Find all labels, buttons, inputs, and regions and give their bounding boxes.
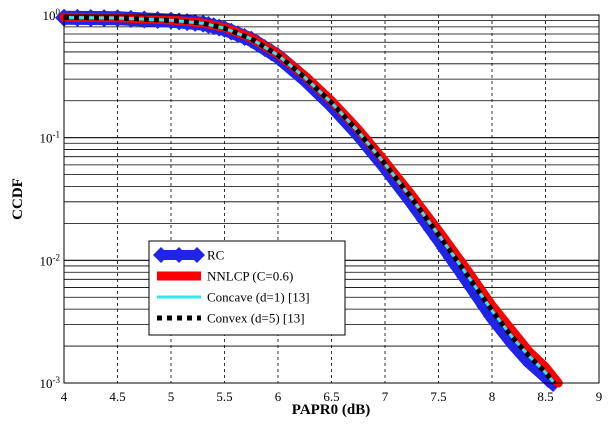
x-tick-label: 5.5 <box>216 389 232 404</box>
legend-marker <box>189 247 205 263</box>
y-tick-labels: 100 10-1 10-2 10-3 <box>40 7 61 391</box>
y-tick-label: 100 <box>43 7 61 23</box>
x-tick-labels: 4 4.5 5 5.5 6 6.5 7 7.5 8 8.5 9 <box>61 389 603 404</box>
series-convex-d-5-13 <box>63 15 557 385</box>
legend-label: Convex (d=5) [13] <box>207 311 305 326</box>
x-tick-label: 9 <box>596 389 603 404</box>
x-tick-label: 4 <box>61 389 68 404</box>
y-axis-label: CCDF <box>10 178 26 220</box>
series-layer <box>55 8 563 392</box>
legend-marker <box>153 247 169 263</box>
legend: RC NNLCP (C=0.6) Concave (d=1) [13] Convex … <box>148 240 346 336</box>
y-tick-label: 10-1 <box>40 130 61 146</box>
legend-label: Concave (d=1) [13] <box>207 290 310 305</box>
legend-item-concave-d-1-13: Concave (d=1) [13] <box>157 290 310 305</box>
x-axis-label: PAPR0 (dB) <box>292 402 370 418</box>
y-tick-label: 10-3 <box>40 375 61 391</box>
legend-marker <box>171 247 187 263</box>
legend-item-convex-d-5-13: Convex (d=5) [13] <box>157 311 305 326</box>
x-tick-label: 8 <box>489 389 496 404</box>
series-line <box>63 15 557 385</box>
x-tick-label: 8.5 <box>537 389 553 404</box>
plot-frame <box>63 14 600 384</box>
legend-item-nnlcp-c-0-6: NNLCP (C=0.6) <box>157 269 293 284</box>
x-tick-label: 5 <box>168 389 175 404</box>
x-tick-label: 7 <box>382 389 389 404</box>
x-tick-label: 4.5 <box>109 389 125 404</box>
x-tick-label: 6.5 <box>323 389 339 404</box>
legend-label: NNLCP (C=0.6) <box>207 269 293 284</box>
x-tick-label: 6 <box>275 389 282 404</box>
y-tick-label: 10-2 <box>40 252 61 268</box>
legend-label: RC <box>207 248 224 263</box>
legend-item-rc: RC <box>153 247 224 263</box>
x-tick-label: 7.5 <box>430 389 446 404</box>
